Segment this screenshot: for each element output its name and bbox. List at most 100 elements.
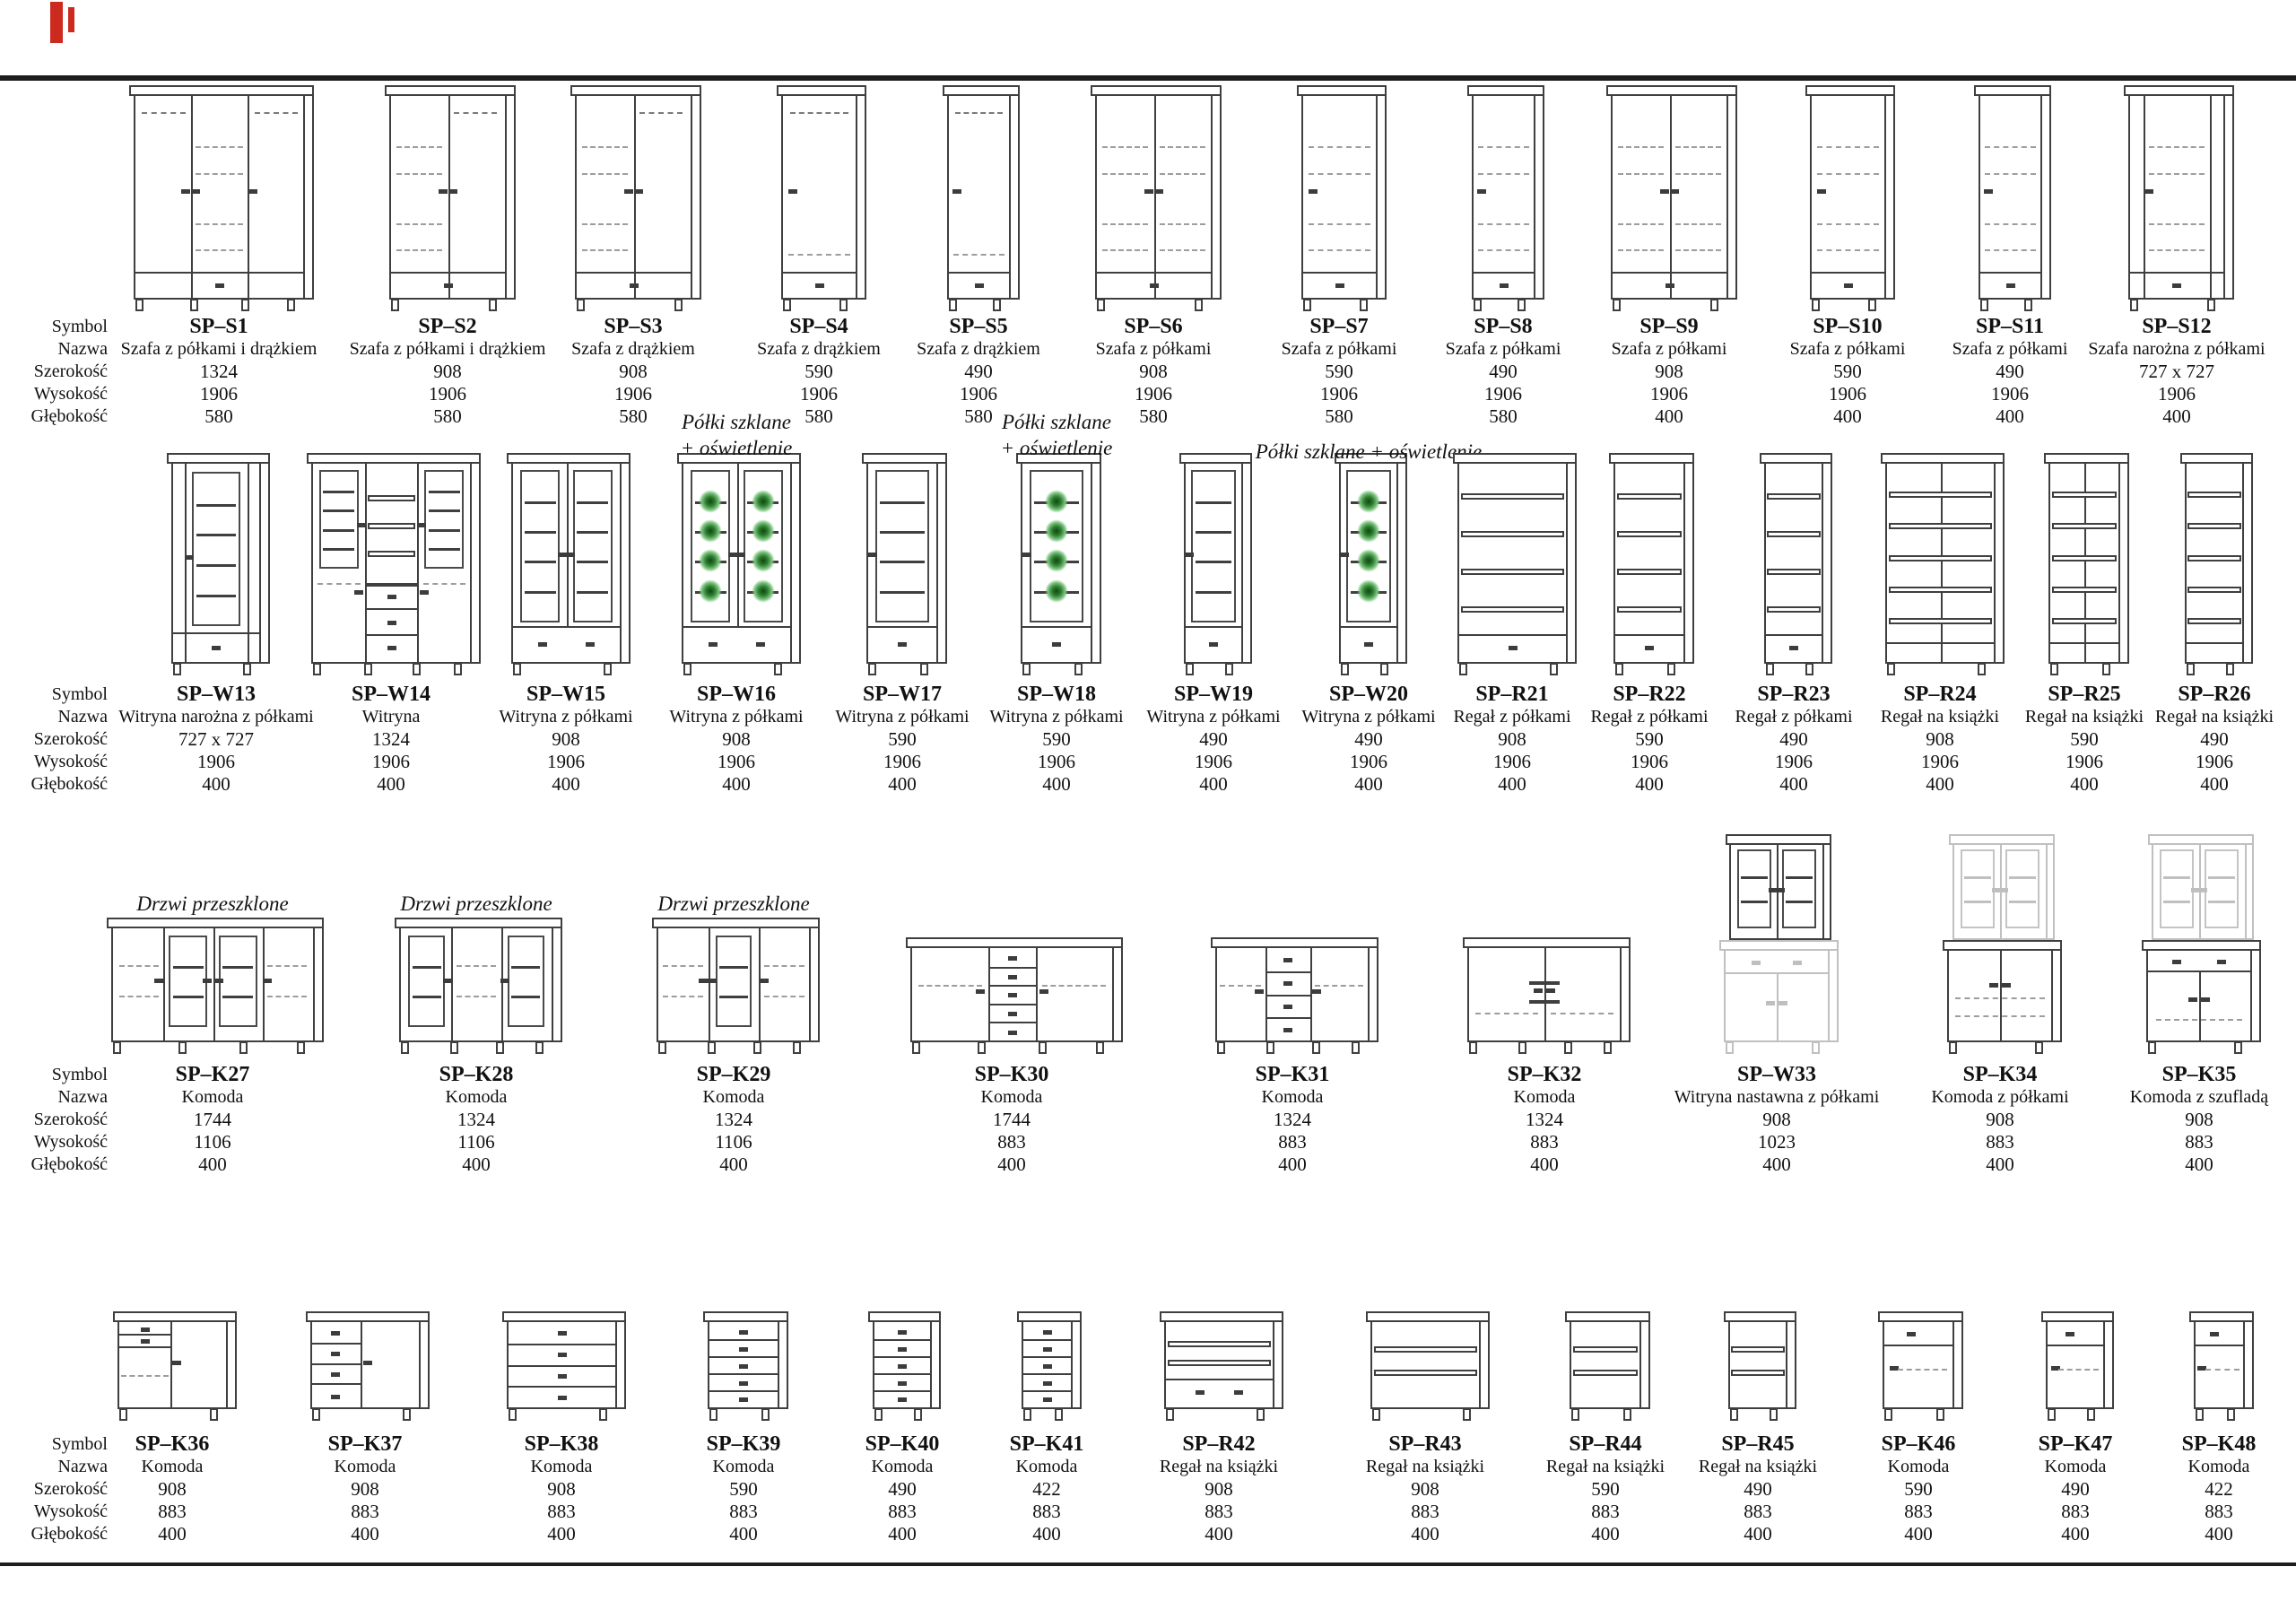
item-symbol: SP–S6: [1124, 315, 1183, 338]
furniture-line: [1265, 994, 1311, 997]
furniture-line: [140, 1327, 150, 1332]
item-depth: 400: [2200, 773, 2229, 795]
furniture-line: [1339, 553, 1349, 558]
glass-shelf-line: [577, 590, 609, 594]
item-depth: 400: [462, 1153, 491, 1175]
furniture-line: [1985, 172, 2036, 175]
drawing-sp-w20: [1335, 453, 1407, 675]
furniture-foot: [2024, 299, 2032, 311]
item-height: 1906: [429, 383, 466, 405]
furniture-line: [1615, 634, 1683, 637]
furniture-line: [1007, 956, 1017, 962]
glass-shelf-line: [222, 995, 254, 998]
glass-door-pane: [715, 935, 752, 1027]
item-depth: 400: [1655, 405, 1683, 427]
glass-shelf-line: [428, 490, 460, 493]
glass-shelf-line: [880, 500, 925, 504]
furniture-line: [763, 965, 804, 968]
caption-sp-k30: SP–K30 Komoda 1744 883 400: [886, 1064, 1137, 1176]
row-label: Nazwa: [57, 339, 108, 359]
glass-door-pane: [408, 935, 445, 1027]
furniture-line: [1186, 626, 1241, 629]
furniture-line: [1039, 989, 1049, 995]
furniture-line: [2200, 997, 2210, 1002]
furniture-line: [1767, 606, 1821, 614]
furniture-foot: [914, 1408, 922, 1421]
drawing-sp-k37: [306, 1311, 430, 1421]
furniture-foot: [1868, 299, 1876, 311]
furniture-foot: [243, 663, 251, 675]
furniture-line: [2143, 96, 2145, 298]
furniture-line: [987, 948, 990, 1040]
glass-door-pane: [219, 935, 257, 1027]
furniture-line: [1898, 1369, 1947, 1371]
furniture-line: [1889, 1366, 1899, 1371]
glass-shelf-line: [1786, 875, 1813, 879]
item-height: 1906: [2066, 751, 2103, 772]
item-height: 1106: [715, 1131, 752, 1153]
item-symbol: SP–W18: [1016, 683, 1096, 706]
item-name: Komoda: [1887, 1457, 1950, 1476]
item-width: 422: [1032, 1478, 1061, 1500]
item-depth: 400: [1926, 773, 1954, 795]
furniture-foot: [1623, 1408, 1631, 1421]
item-height: 1906: [1484, 383, 1522, 405]
furniture-line: [1007, 993, 1017, 998]
item-symbol: SP–K29: [696, 1063, 771, 1086]
furniture-line: [457, 965, 496, 968]
furniture-line: [1474, 271, 1534, 274]
item-name: Komoda: [334, 1457, 396, 1476]
furniture-line: [2199, 971, 2201, 1040]
item-symbol: SP–K37: [327, 1432, 403, 1456]
furniture-line: [975, 989, 985, 995]
item-name: Regał na książki: [2024, 707, 2144, 727]
furniture-line: [2051, 491, 2118, 498]
furniture-line: [2130, 271, 2223, 274]
item-height: 883: [1530, 1131, 1559, 1153]
glass-shelf-line: [880, 531, 925, 535]
caption-sp-k46: SP–K46 Komoda 590 883 400: [1793, 1433, 2044, 1545]
item-depth: 400: [1635, 773, 1664, 795]
led-light-icon: [751, 489, 775, 513]
item-name: Szafa z półkami: [1095, 339, 1212, 359]
drawing-sp-k32: [1463, 937, 1631, 1054]
furniture-line: [1767, 531, 1821, 538]
furniture-line: [2148, 146, 2205, 149]
furniture-line: [387, 646, 396, 651]
furniture-line: [1042, 1397, 1052, 1402]
item-name: Szafa z półkami: [1445, 339, 1561, 359]
furniture-line: [557, 1353, 567, 1358]
furniture-line: [1144, 188, 1154, 194]
item-height: 1906: [547, 751, 585, 772]
furniture-line: [2187, 554, 2241, 561]
item-width: 1324: [1526, 1109, 1563, 1130]
led-light-icon: [1356, 489, 1380, 513]
furniture-line: [1184, 553, 1194, 558]
furniture-foot: [1667, 663, 1675, 675]
furniture-line: [557, 1373, 567, 1379]
annotation-line: Drzwi przeszklone: [136, 892, 289, 915]
furniture-line: [331, 1352, 341, 1357]
item-depth: 400: [1986, 1153, 2014, 1175]
furniture-line: [1196, 1390, 1205, 1395]
furniture-line: [874, 1356, 930, 1358]
furniture-line: [759, 979, 769, 984]
furniture-line: [2000, 845, 2002, 938]
furniture-foot: [1097, 299, 1105, 311]
furniture-line: [663, 996, 704, 997]
caption-sp-k48: SP–K48 Komoda 422 883 400: [2093, 1433, 2296, 1545]
furniture-line: [953, 253, 1004, 256]
furniture-line: [154, 979, 164, 984]
furniture-line: [708, 928, 710, 1040]
furniture-foot: [1571, 1408, 1579, 1421]
item-name: Komoda: [2187, 1457, 2250, 1476]
hutch-top-unit: [1949, 834, 2055, 942]
item-height: 883: [1205, 1501, 1233, 1522]
caption-sp-k37: SP–K37 Komoda 908 883 400: [239, 1433, 491, 1545]
furniture-line: [312, 1383, 361, 1386]
furniture-line: [1159, 249, 1205, 251]
furniture-line: [1041, 985, 1107, 988]
item-width: 908: [1762, 1109, 1791, 1130]
item-symbol: SP–R22: [1613, 683, 1686, 706]
item-symbol: SP–S7: [1309, 315, 1369, 338]
